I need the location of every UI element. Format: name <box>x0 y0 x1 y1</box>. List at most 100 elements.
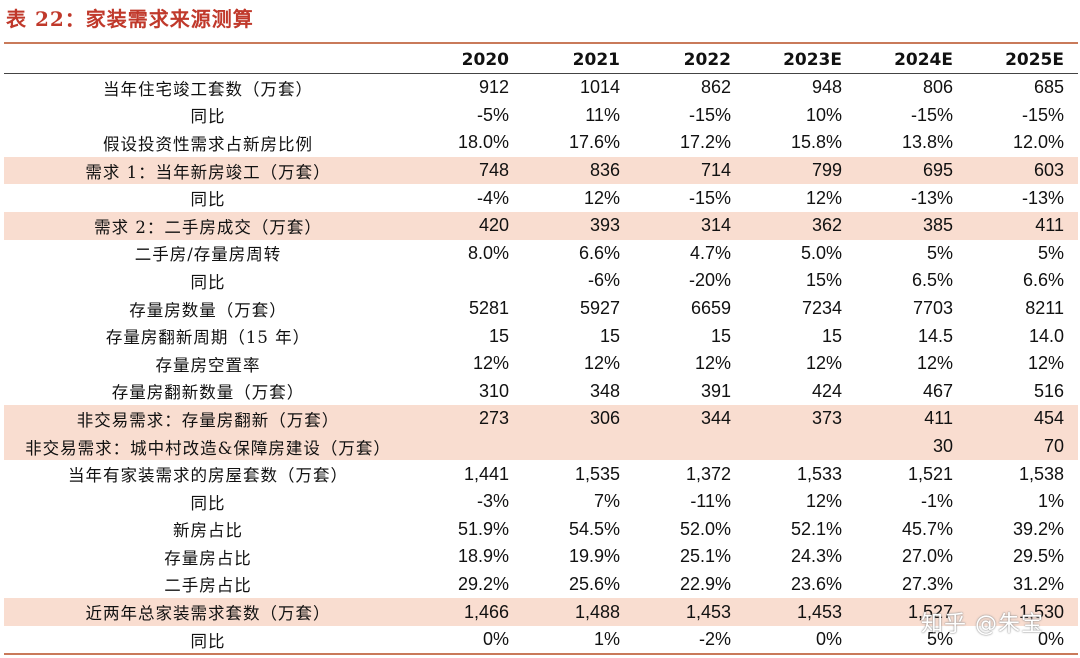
value-cell: 1,466 <box>412 598 523 626</box>
value-cell: 1014 <box>579 77 620 98</box>
value-cell: 12% <box>805 353 842 374</box>
value-cell: 15 <box>599 325 620 346</box>
value-cell: 1,372 <box>685 463 731 484</box>
value-cell: -13% <box>1021 187 1064 208</box>
value-cell: 24.3% <box>790 546 842 567</box>
value-cell: 27.3% <box>901 573 953 594</box>
row-label: 存量房翻新周期（15 年） <box>105 328 311 348</box>
value-cell: -3% <box>476 491 509 512</box>
value-cell: 6659 <box>690 298 731 319</box>
header-cell: 2025E <box>967 46 1078 74</box>
table-row: 存量房占比 18.9% 19.9% 25.1% 24.3% 27.0% 29.5% <box>4 543 1078 571</box>
value-cell: 314 <box>634 211 745 240</box>
table-row: 非交易需求：城中村改造&保障房建设（万套） 30 70 <box>4 432 1078 461</box>
value-cell: 373 <box>745 405 856 433</box>
value-cell: 0% <box>967 625 1078 656</box>
header-cell <box>4 46 412 74</box>
value-cell: 1,535 <box>574 463 620 484</box>
row-label: 存量房占比 <box>164 548 252 568</box>
row-label: 同比 <box>190 493 226 513</box>
value-cell: 1,527 <box>856 598 967 626</box>
table-row: 存量房翻新数量（万套） 310 348 391 424 467 516 <box>4 378 1078 406</box>
value-cell: 685 <box>1033 77 1064 98</box>
value-cell: 862 <box>700 77 731 98</box>
value-cell: 31.2% <box>1012 573 1064 594</box>
value-cell <box>745 432 856 461</box>
value-cell <box>412 432 523 461</box>
value-cell: -15% <box>688 187 731 208</box>
table-row: 同比 -6% -20% 15% 6.5% 6.6% <box>4 267 1078 295</box>
value-cell: 29.2% <box>457 573 509 594</box>
demand-table: 2020 2021 2022 2023E 2024E 2025E 当年住宅竣工套… <box>4 46 1078 656</box>
value-cell: 14.5 <box>917 325 953 346</box>
table-row: 新房占比 51.9% 54.5% 52.0% 52.1% 45.7% 39.2% <box>4 516 1078 544</box>
table-row: 存量房空置率 12% 12% 12% 12% 12% 12% <box>4 350 1078 378</box>
value-cell: 306 <box>523 405 634 433</box>
value-cell: 25.6% <box>568 573 620 594</box>
value-cell: 1% <box>523 625 634 656</box>
row-label: 存量房翻新数量（万套） <box>111 383 305 403</box>
row-label: 二手房占比 <box>164 576 252 596</box>
value-cell: 39.2% <box>1012 518 1064 539</box>
value-cell: 15.8% <box>790 132 842 153</box>
row-label: 非交易需求：存量房翻新（万套） <box>4 405 412 433</box>
value-cell <box>634 432 745 461</box>
value-cell: 7% <box>593 491 620 512</box>
value-cell <box>412 267 523 295</box>
value-cell: 424 <box>811 380 842 401</box>
value-cell: 4.7% <box>689 242 731 263</box>
value-cell: 30 <box>856 432 967 461</box>
value-cell: 391 <box>700 380 731 401</box>
value-cell: 912 <box>478 77 509 98</box>
value-cell: 1,488 <box>523 598 634 626</box>
row-label: 同比 <box>190 190 226 210</box>
value-cell: 15% <box>805 270 842 291</box>
value-cell: 836 <box>523 156 634 185</box>
value-cell: 11% <box>585 104 620 125</box>
value-cell: 70 <box>967 432 1078 461</box>
value-cell: 1,453 <box>745 598 856 626</box>
value-cell: 23.6% <box>790 573 842 594</box>
table-row: 二手房/存量房周转 8.0% 6.6% 4.7% 5.0% 5% 5% <box>4 240 1078 268</box>
value-cell: 6.6% <box>578 242 620 263</box>
row-label: 需求 1：当年新房竣工（万套） <box>4 156 412 185</box>
value-cell: -1% <box>920 491 953 512</box>
row-label: 近两年总家装需求套数（万套） <box>4 598 412 626</box>
value-cell: -13% <box>910 187 953 208</box>
value-cell: 17.6% <box>568 132 620 153</box>
value-cell: 0% <box>745 625 856 656</box>
row-label: 需求 2：二手房成交（万套） <box>4 211 412 240</box>
table-row: 存量房翻新周期（15 年） 15 15 15 15 14.5 14.0 <box>4 322 1078 350</box>
value-cell: 948 <box>811 77 842 98</box>
value-cell: 1% <box>1037 491 1064 512</box>
value-cell: 695 <box>856 156 967 185</box>
row-label: 同比 <box>190 272 226 292</box>
value-cell: 516 <box>1033 380 1064 401</box>
value-cell: 1,453 <box>634 598 745 626</box>
value-cell: -6% <box>587 270 620 291</box>
value-cell: -15% <box>910 104 953 125</box>
value-cell: 12% <box>1027 353 1064 374</box>
value-cell: 799 <box>745 156 856 185</box>
value-cell: 29.5% <box>1012 546 1064 567</box>
value-cell: 5281 <box>468 298 509 319</box>
value-cell: 454 <box>967 405 1078 433</box>
value-cell: 7703 <box>912 298 953 319</box>
value-cell: 5% <box>856 625 967 656</box>
value-cell: 0% <box>412 625 523 656</box>
row-label: 二手房/存量房周转 <box>134 245 282 265</box>
value-cell: 8.0% <box>467 242 509 263</box>
value-cell: 467 <box>922 380 953 401</box>
row-label: 同比 <box>190 107 226 127</box>
header-cell: 2024E <box>856 46 967 74</box>
value-cell: 8211 <box>1025 298 1064 319</box>
table-row: 存量房数量（万套） 5281 5927 6659 7234 7703 8211 <box>4 295 1078 323</box>
value-cell: 17.2% <box>679 132 731 153</box>
value-cell: 15 <box>821 325 842 346</box>
value-cell: -20% <box>688 270 731 291</box>
value-cell: 411 <box>967 211 1078 240</box>
value-cell: 348 <box>589 380 620 401</box>
row-label: 非交易需求：城中村改造&保障房建设（万套） <box>4 432 412 461</box>
value-cell: 310 <box>478 380 509 401</box>
value-cell: 12% <box>916 353 953 374</box>
